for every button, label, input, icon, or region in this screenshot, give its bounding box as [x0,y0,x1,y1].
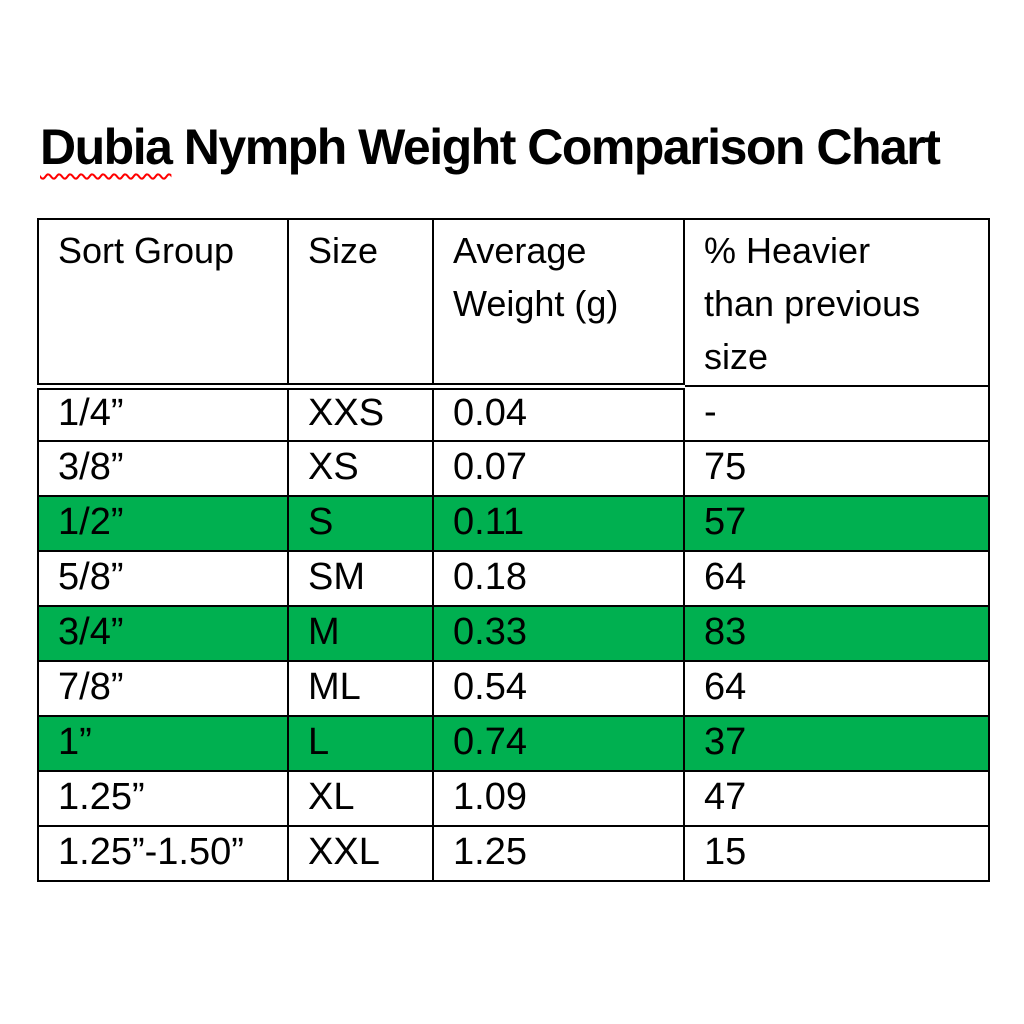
cell-avg-weight: 0.54 [432,660,685,717]
column-header-size: Size [287,218,434,390]
cell-sort-group: 1/2” [37,495,289,552]
cell-size: XL [287,770,434,827]
cell-pct-heavier: 15 [683,825,990,882]
table-row: 1” L 0.74 37 [37,715,990,772]
cell-pct-heavier: 83 [683,605,990,662]
title-word-dubia: Dubia [40,119,173,175]
cell-avg-weight: 1.09 [432,770,685,827]
cell-avg-weight: 0.33 [432,605,685,662]
column-header-pct-heavier: % Heavier than previous size [683,218,990,387]
cell-size: M [287,605,434,662]
table-row: 7/8” ML 0.54 64 [37,660,990,717]
cell-sort-group: 3/4” [37,605,289,662]
column-header-average-weight: Average Weight (g) [432,218,685,390]
column-header-sort-group: Sort Group [37,218,289,390]
table-row: 1/4” XXS 0.04 - [37,385,990,442]
table-row: 1.25”-1.50” XXL 1.25 15 [37,825,990,882]
cell-size: XXS [287,385,434,442]
cell-avg-weight: 0.04 [432,385,685,442]
cell-size: S [287,495,434,552]
cell-sort-group: 1.25”-1.50” [37,825,289,882]
table-row: 3/8” XS 0.07 75 [37,440,990,497]
cell-pct-heavier: 57 [683,495,990,552]
page-title: Dubia Nymph Weight Comparison Chart [40,119,941,175]
table-header-row: Sort Group Size Average Weight (g) % Hea… [37,218,990,390]
cell-pct-heavier: 64 [683,660,990,717]
cell-pct-heavier: 64 [683,550,990,607]
cell-pct-heavier: - [683,385,990,442]
cell-avg-weight: 0.07 [432,440,685,497]
cell-sort-group: 5/8” [37,550,289,607]
cell-sort-group: 1” [37,715,289,772]
cell-sort-group: 7/8” [37,660,289,717]
cell-size: SM [287,550,434,607]
cell-size: XXL [287,825,434,882]
cell-sort-group: 1.25” [37,770,289,827]
title-rest: Nymph Weight Comparison Chart [171,119,941,175]
cell-pct-heavier: 47 [683,770,990,827]
cell-avg-weight: 0.74 [432,715,685,772]
table-row: 1.25” XL 1.09 47 [37,770,990,827]
cell-sort-group: 1/4” [37,385,289,442]
cell-avg-weight: 1.25 [432,825,685,882]
cell-size: ML [287,660,434,717]
cell-size: XS [287,440,434,497]
cell-avg-weight: 0.11 [432,495,685,552]
cell-avg-weight: 0.18 [432,550,685,607]
table-row: 1/2” S 0.11 57 [37,495,990,552]
cell-pct-heavier: 37 [683,715,990,772]
weight-comparison-table: Sort Group Size Average Weight (g) % Hea… [37,218,990,882]
table-row: 5/8” SM 0.18 64 [37,550,990,607]
cell-sort-group: 3/8” [37,440,289,497]
cell-size: L [287,715,434,772]
table-row: 3/4” M 0.33 83 [37,605,990,662]
cell-pct-heavier: 75 [683,440,990,497]
